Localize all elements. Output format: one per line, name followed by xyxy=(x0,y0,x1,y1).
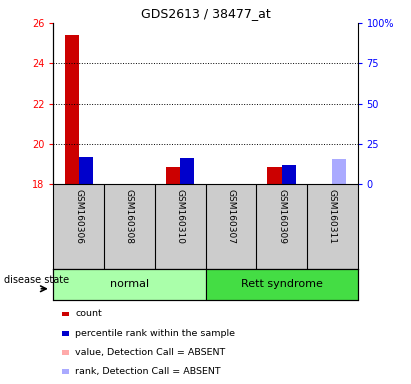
Text: rank, Detection Call = ABSENT: rank, Detection Call = ABSENT xyxy=(75,367,221,376)
Bar xyxy=(267,167,282,184)
Bar xyxy=(282,165,296,184)
Bar xyxy=(180,158,194,184)
Text: normal: normal xyxy=(110,279,149,289)
Text: GSM160307: GSM160307 xyxy=(226,189,236,243)
Text: count: count xyxy=(75,310,102,318)
Text: GSM160306: GSM160306 xyxy=(74,189,83,243)
Bar xyxy=(53,269,206,300)
Text: GSM160310: GSM160310 xyxy=(175,189,185,243)
Text: GSM160309: GSM160309 xyxy=(277,189,286,243)
Text: percentile rank within the sample: percentile rank within the sample xyxy=(75,329,235,338)
Text: GSM160308: GSM160308 xyxy=(125,189,134,243)
Bar xyxy=(206,269,358,300)
Title: GDS2613 / 38477_at: GDS2613 / 38477_at xyxy=(141,7,270,20)
Bar xyxy=(166,167,180,184)
Bar xyxy=(332,159,346,184)
Bar xyxy=(65,35,79,184)
Bar xyxy=(79,157,93,184)
Text: disease state: disease state xyxy=(4,275,69,285)
Text: GSM160311: GSM160311 xyxy=(328,189,337,243)
Text: value, Detection Call = ABSENT: value, Detection Call = ABSENT xyxy=(75,348,226,357)
Text: Rett syndrome: Rett syndrome xyxy=(240,279,323,289)
